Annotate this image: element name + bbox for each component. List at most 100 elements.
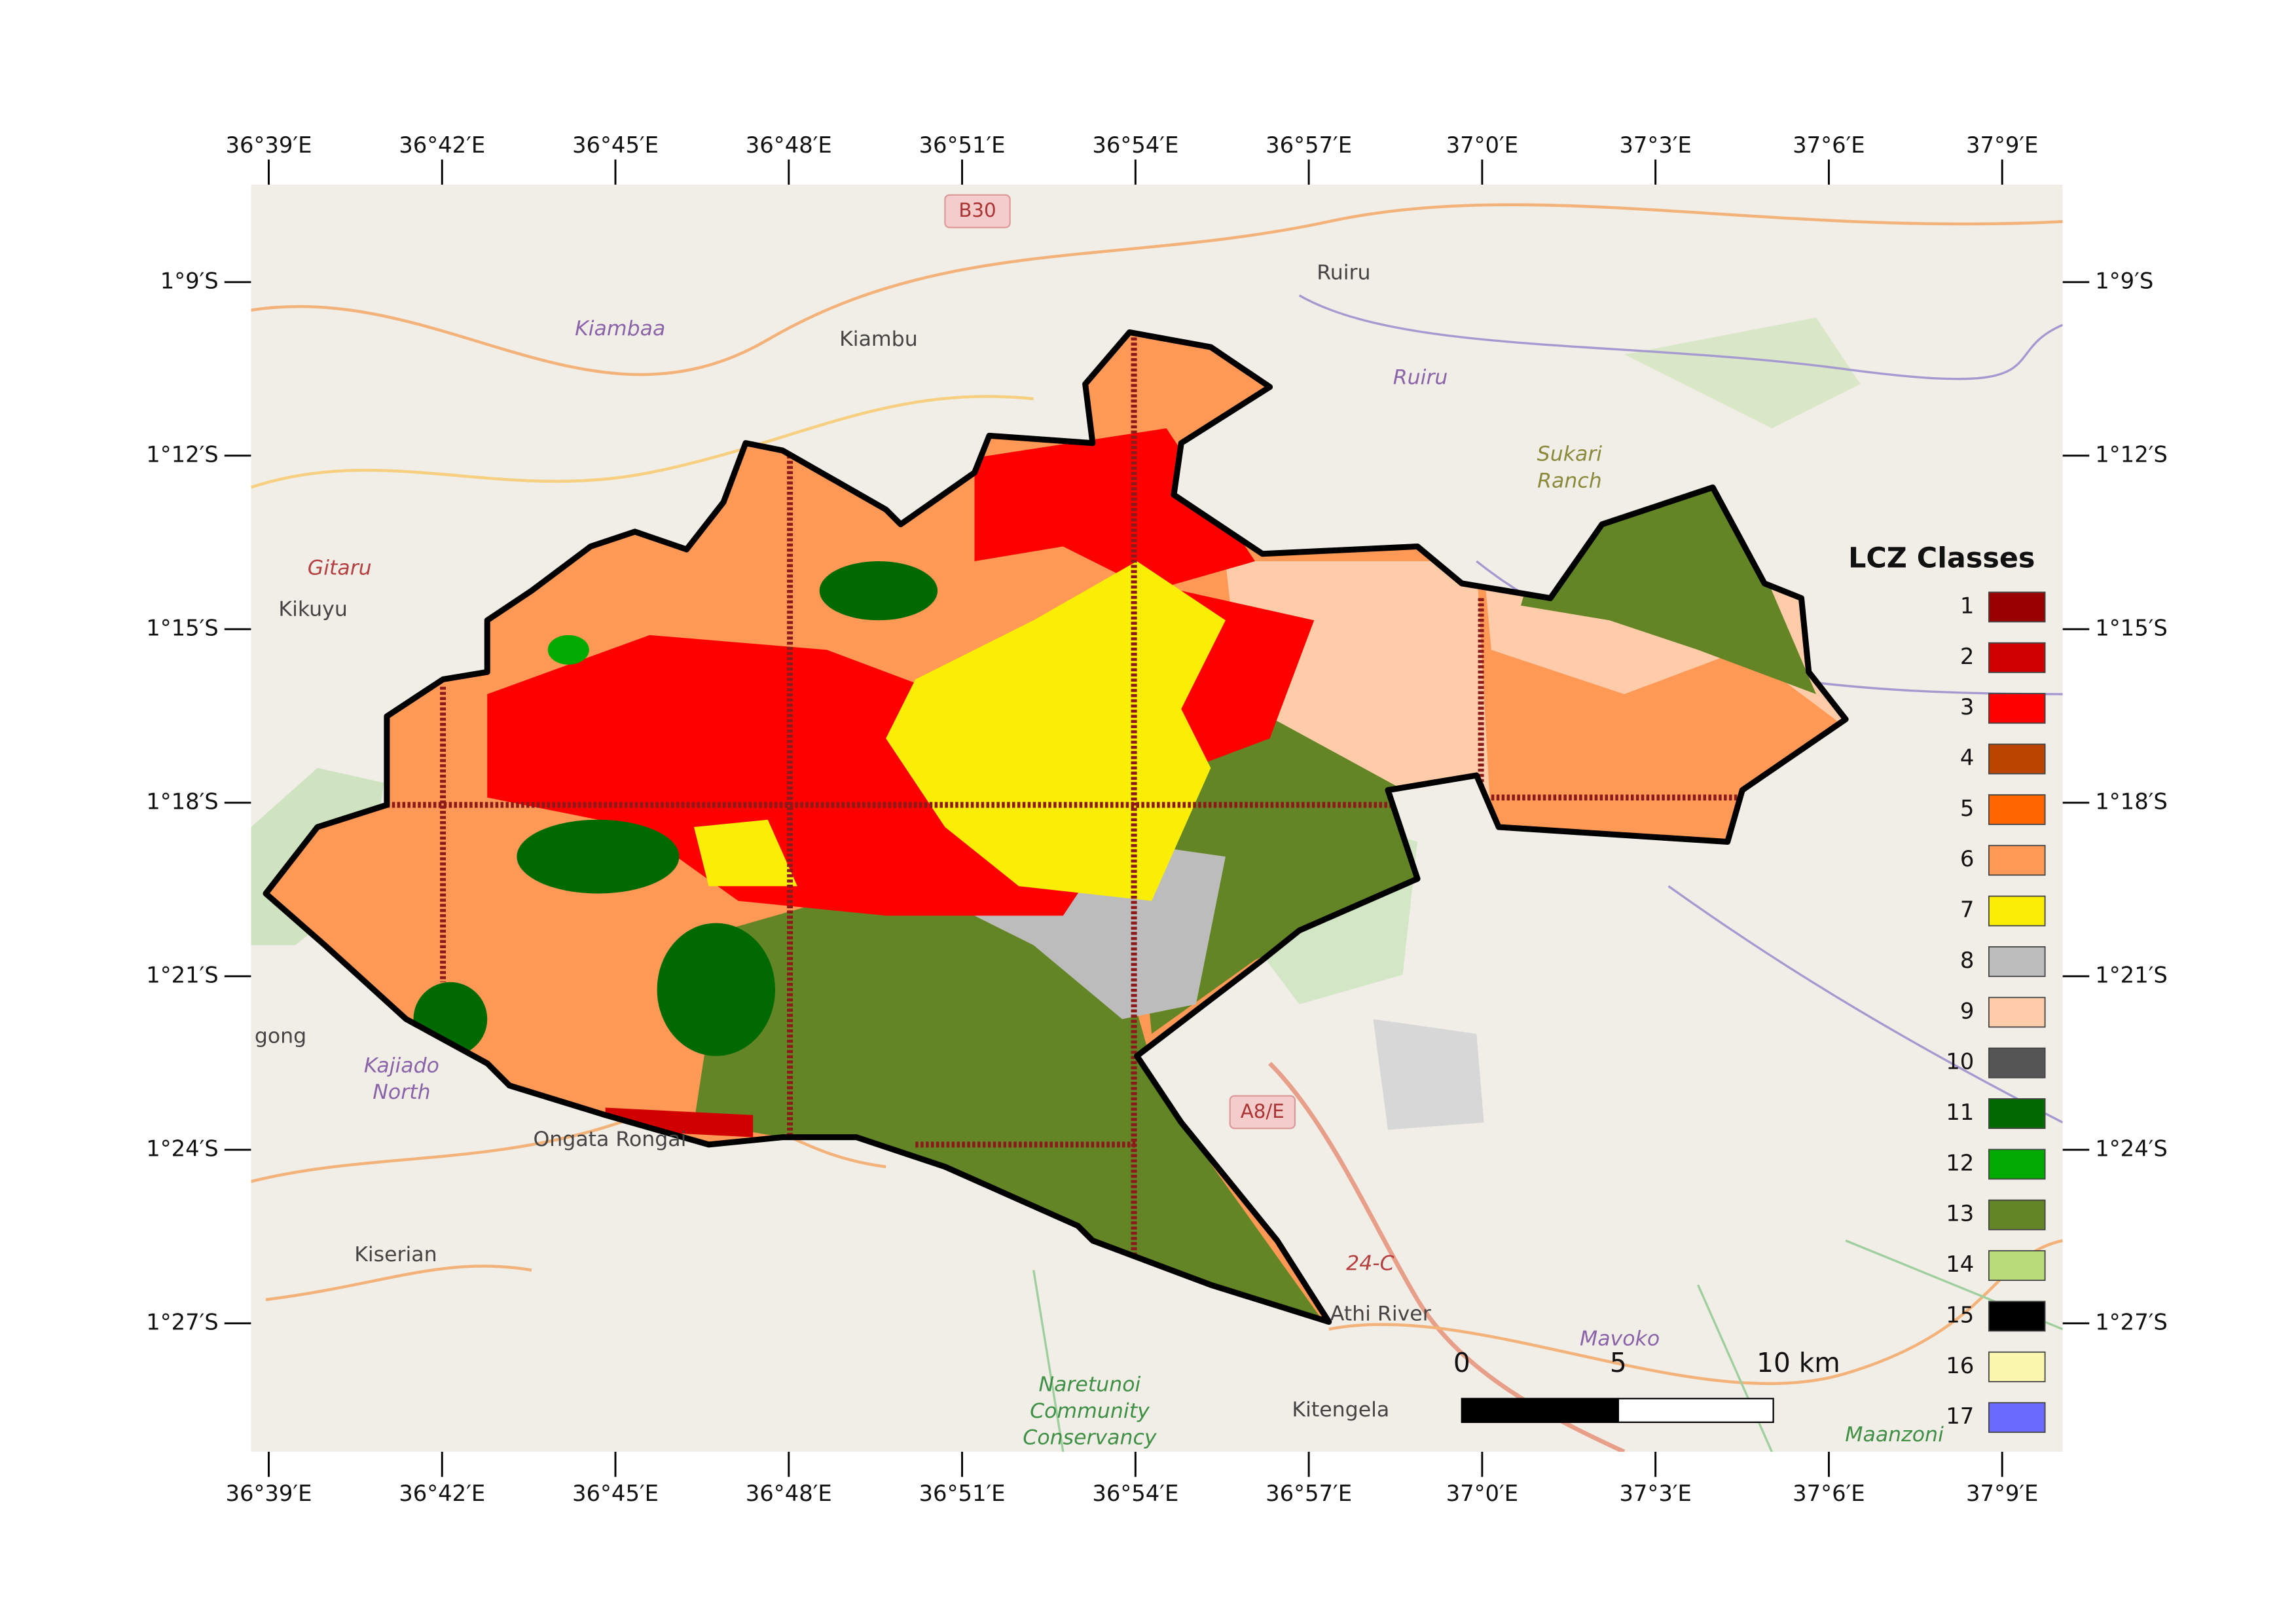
scale-bar <box>1461 1397 1774 1424</box>
place-label: Community <box>1030 1399 1150 1423</box>
lon-tick-label: 36°39′E <box>225 132 312 158</box>
legend-swatch <box>1988 1047 2046 1079</box>
place-label: Maanzoni <box>1845 1423 1944 1447</box>
lon-tick-label: 36°48′E <box>746 132 832 158</box>
scale-bar-label: 0 <box>1453 1347 1470 1378</box>
lon-tick-label: 36°57′E <box>1266 1481 1352 1506</box>
lon-tick-label: 37°6′E <box>1793 132 1865 158</box>
lon-tick-label: 36°54′E <box>1092 1481 1178 1506</box>
place-label: Gitaru <box>308 556 372 580</box>
legend-label: 7 <box>1960 897 1975 923</box>
legend-swatch <box>1988 693 2046 724</box>
legend-swatch <box>1988 1199 2046 1230</box>
place-label: Kiserian <box>354 1243 437 1266</box>
legend-swatch <box>1988 642 2046 673</box>
legend-swatch <box>1988 1098 2046 1129</box>
legend-label: 13 <box>1946 1201 1974 1227</box>
scale-bar-segment <box>1461 1397 1619 1424</box>
legend-label: 2 <box>1960 644 1975 669</box>
lat-tick-label: 1°21′S <box>2095 962 2168 987</box>
lon-tick-label: 36°39′E <box>225 1481 312 1506</box>
lon-tick-label: 37°0′E <box>1446 1481 1519 1506</box>
lon-tick-label: 36°48′E <box>746 1481 832 1506</box>
lat-tick-label: 1°24′S <box>2095 1135 2168 1161</box>
legend-swatch <box>1988 794 2046 825</box>
legend-swatch <box>1988 1402 2046 1433</box>
lat-tick-label: 1°27′S <box>2095 1309 2168 1335</box>
lat-tick-label: 1°24′S <box>146 1135 219 1161</box>
legend-label: 4 <box>1960 745 1975 771</box>
lat-tick-label: 1°21′S <box>146 962 219 987</box>
place-label: Kikuyu <box>278 597 347 621</box>
legend-swatch <box>1988 591 2046 623</box>
place-label: Kiambu <box>839 327 918 351</box>
lon-tick-label: 37°3′E <box>1619 132 1692 158</box>
scale-bar-segment <box>1617 1397 1774 1424</box>
legend-label: 17 <box>1946 1403 1974 1429</box>
place-label: Ruiru <box>1317 261 1370 284</box>
road-shield <box>1229 1095 1296 1130</box>
place-label: Ruiru <box>1393 365 1448 389</box>
place-label: North <box>373 1080 430 1104</box>
scale-bar-label: 10 km <box>1757 1347 1840 1378</box>
place-label: Mavoko <box>1580 1327 1660 1351</box>
lon-tick-label: 37°9′E <box>1966 1481 2039 1506</box>
lon-tick-label: 36°45′E <box>572 1481 659 1506</box>
legend-label: 14 <box>1946 1251 1974 1277</box>
road-shield-label: A8/E <box>1241 1100 1285 1122</box>
legend-swatch <box>1988 1149 2046 1180</box>
lon-tick-label: 36°51′E <box>919 1481 1006 1506</box>
place-label: Kiambaa <box>575 317 665 341</box>
legend-label: 9 <box>1960 998 1975 1024</box>
place-label: gong <box>255 1024 306 1048</box>
place-label: Ongata Rongai <box>533 1128 686 1151</box>
scale-bar-label: 5 <box>1610 1347 1627 1378</box>
lon-tick-label: 37°0′E <box>1446 132 1519 158</box>
place-label: Naretunoi <box>1039 1373 1141 1397</box>
place-label: Sukari <box>1537 443 1603 466</box>
lon-tick-label: 37°3′E <box>1619 1481 1692 1506</box>
place-label: 24-C <box>1346 1252 1394 1276</box>
lat-tick-label: 1°9′S <box>2095 268 2153 293</box>
legend-label: 11 <box>1946 1099 1974 1125</box>
lon-tick-label: 36°42′E <box>399 1481 485 1506</box>
legend-title: LCZ Classes <box>1848 542 2035 574</box>
place-label: Kajiado <box>364 1054 439 1077</box>
lat-tick-label: 1°27′S <box>146 1309 219 1335</box>
legend-swatch <box>1988 845 2046 876</box>
road-shield <box>944 194 1011 229</box>
legend-swatch <box>1988 743 2046 775</box>
lat-tick-label: 1°12′S <box>146 441 219 467</box>
legend-swatch <box>1988 1301 2046 1332</box>
lat-tick-label: 1°15′S <box>2095 615 2168 640</box>
place-label: Athi River <box>1330 1302 1431 1325</box>
legend-label: 12 <box>1946 1150 1974 1175</box>
legend-swatch <box>1988 1250 2046 1282</box>
legend-label: 1 <box>1960 593 1975 618</box>
lat-tick-label: 1°12′S <box>2095 441 2168 467</box>
legend-label: 6 <box>1960 846 1975 872</box>
legend-label: 15 <box>1946 1302 1974 1327</box>
place-label: Kitengela <box>1292 1398 1389 1422</box>
lon-tick-label: 36°57′E <box>1266 132 1352 158</box>
legend-swatch <box>1988 895 2046 927</box>
lat-tick-label: 1°15′S <box>146 615 219 640</box>
lon-tick-label: 36°51′E <box>919 132 1006 158</box>
legend-label: 3 <box>1960 694 1975 720</box>
lon-tick-label: 36°45′E <box>572 132 659 158</box>
lat-tick-label: 1°18′S <box>2095 788 2168 814</box>
lon-tick-label: 37°6′E <box>1793 1481 1865 1506</box>
lat-tick-label: 1°9′S <box>160 268 219 293</box>
legend-label: 16 <box>1946 1353 1974 1378</box>
legend-label: 5 <box>1960 796 1975 821</box>
lat-tick-label: 1°18′S <box>146 788 219 814</box>
legend-swatch <box>1988 997 2046 1028</box>
place-label: Ranch <box>1537 469 1602 492</box>
road-shield-label: B30 <box>958 199 996 221</box>
legend-swatch <box>1988 946 2046 977</box>
lon-tick-label: 36°54′E <box>1092 132 1178 158</box>
legend-label: 8 <box>1960 948 1975 973</box>
lon-tick-label: 36°42′E <box>399 132 485 158</box>
